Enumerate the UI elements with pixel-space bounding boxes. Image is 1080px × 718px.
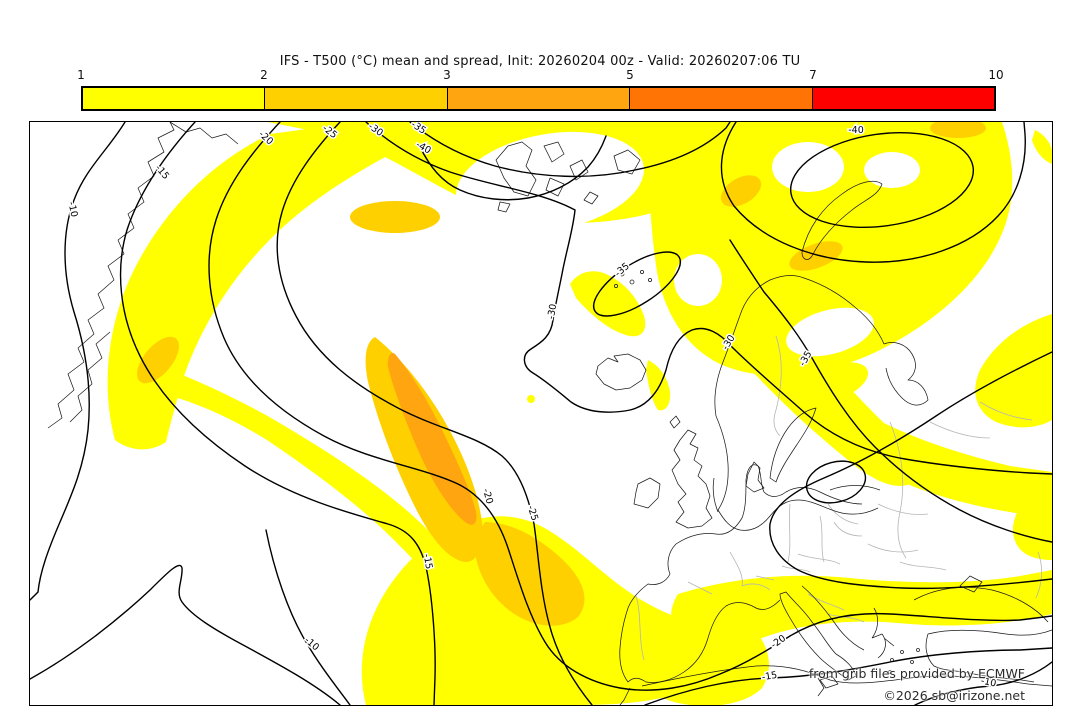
colorbar-segment bbox=[83, 88, 265, 109]
contour-label: -30 bbox=[546, 303, 560, 320]
colorbar-segment bbox=[629, 88, 812, 109]
contour-label: -10 bbox=[65, 201, 79, 218]
colorbar-segment bbox=[264, 88, 447, 109]
colorbar-tick: 3 bbox=[443, 68, 451, 82]
country-border-lines bbox=[635, 335, 1042, 661]
copyright-line: ©2026 sb@irizone.net bbox=[883, 688, 1025, 703]
map-canvas: -10 -15 -20 -25 -30 -35 -40 -40 -35 -30 … bbox=[30, 122, 1052, 705]
credit-line: from grib files provided by ECMWF bbox=[808, 666, 1025, 681]
contour-label: -15 bbox=[761, 670, 778, 684]
spread-holes bbox=[456, 131, 920, 357]
contour-label: -10 bbox=[980, 676, 997, 690]
colorbar-tick: 10 bbox=[988, 68, 1004, 82]
colorbar-tick: 5 bbox=[626, 68, 634, 82]
colorbar-tick: 7 bbox=[809, 68, 817, 82]
contour-label: -15 bbox=[153, 163, 171, 182]
contour-label: -20 bbox=[769, 633, 788, 651]
contour-label: -40 bbox=[848, 125, 864, 136]
map-frame: -10 -15 -20 -25 -30 -35 -40 -40 -35 -30 … bbox=[29, 121, 1053, 706]
colorbar-tick: 1 bbox=[77, 68, 85, 82]
colorbar-segment bbox=[811, 88, 995, 109]
spread-colorbar bbox=[81, 86, 996, 111]
contour-label: -10 bbox=[302, 635, 321, 653]
coastline-lines bbox=[47, 122, 1052, 705]
colorbar-tick: 2 bbox=[260, 68, 268, 82]
page-title: IFS - T500 (°C) mean and spread, Init: 2… bbox=[279, 54, 801, 69]
attribution: from grib files provided by ECMWF ©2026 … bbox=[620, 663, 1025, 707]
contour-label: -35 bbox=[613, 261, 632, 279]
contour-lines bbox=[30, 122, 1052, 705]
contour-label: -15 bbox=[421, 553, 435, 570]
contour-label: -25 bbox=[525, 504, 540, 522]
colorbar-segment bbox=[446, 88, 630, 109]
